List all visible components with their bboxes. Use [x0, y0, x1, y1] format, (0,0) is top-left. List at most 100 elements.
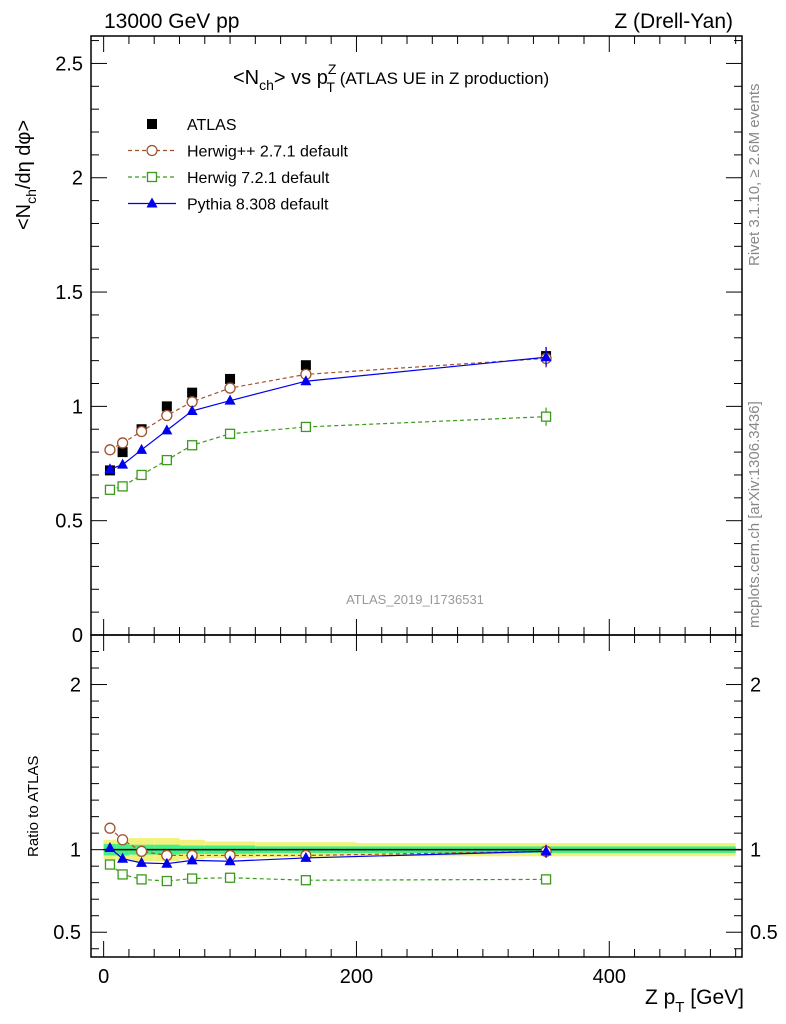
- data-point: [224, 428, 236, 439]
- ratio-data-point: [136, 856, 148, 867]
- data-point: [161, 401, 172, 412]
- data-point: [186, 404, 198, 415]
- series-herwig-2-7-1-default: [104, 349, 552, 456]
- rivet-label: Rivet 3.1.10, ≥ 2.6M events: [746, 83, 763, 267]
- data-point: [161, 409, 173, 422]
- legend-label: Pythia 8.308 default: [187, 197, 329, 214]
- ratio-y-tick-label: 1: [70, 840, 81, 862]
- data-point: [225, 373, 236, 384]
- data-point: [117, 447, 128, 458]
- header-right: Z (Drell-Yan): [614, 10, 733, 33]
- ratio-series-herwig-2-7-1-default: [104, 822, 552, 862]
- title-p-sup: Z: [328, 61, 337, 77]
- data-point: [135, 425, 148, 438]
- ratio-data-point: [300, 851, 312, 862]
- title-mid: > vs p: [274, 67, 328, 89]
- ylabel-b: /dη dφ>: [13, 120, 35, 189]
- legend-label: Herwig++ 2.7.1 default: [187, 144, 349, 161]
- ratio-data-point: [161, 857, 173, 868]
- y-tick-label: 0: [72, 625, 83, 647]
- data-point: [117, 481, 128, 492]
- chart-title: <Nch> vs pZ T (ATLAS UE in Z production): [233, 61, 549, 95]
- series-line: [109, 357, 547, 451]
- legend-marker: [146, 197, 158, 208]
- ratio-data-point: [540, 874, 552, 885]
- y-tick-label: 1: [72, 396, 83, 418]
- series-herwig-7-2-1-default: [104, 407, 552, 495]
- xlabel: Z pT [GeV]: [645, 986, 744, 1016]
- title-p-sub: T: [326, 79, 335, 95]
- ratio-data-point: [104, 822, 116, 834]
- legend-label: Herwig 7.2.1 default: [187, 170, 330, 187]
- ratio-data-point: [224, 855, 236, 866]
- header-left: 13000 GeV pp: [104, 10, 239, 33]
- ratio-y-tick-label: 2: [70, 675, 81, 697]
- analysis-id: ATLAS_2019_I1736531: [346, 592, 484, 607]
- y-tick-label: 2: [72, 168, 83, 190]
- ratio-y-tick-label-right: 1: [750, 840, 761, 862]
- ratio-y-tick-label: 0.5: [53, 922, 81, 944]
- data-point: [136, 443, 148, 454]
- ratio-data-point: [104, 842, 116, 853]
- ratio-plot-frame: [90, 634, 743, 958]
- ylabel-sub: ch: [23, 189, 39, 204]
- ratio-data-point: [117, 852, 129, 863]
- ratio-data-point: [104, 859, 116, 870]
- series-line: [109, 356, 547, 470]
- x-tick-label: 200: [340, 966, 373, 988]
- ratio-data-point: [224, 872, 236, 883]
- title-main-sub: ch: [259, 77, 274, 93]
- data-point: [300, 421, 312, 433]
- ratio-data-point: [161, 875, 172, 887]
- ratio-y-tick-label-right: 0.5: [750, 922, 778, 944]
- ratio-data-point: [300, 875, 312, 886]
- series-line: [109, 416, 547, 491]
- ylabel-a: <N: [13, 204, 35, 230]
- ratio-series-line: [109, 864, 547, 882]
- data-point: [224, 382, 236, 394]
- main-ylabel: <Nch/dη dφ>: [13, 120, 39, 230]
- data-point: [300, 375, 312, 386]
- title-rest: (ATLAS UE in Z production): [335, 69, 549, 88]
- legend: ATLAS Herwig++ 2.7.1 default Herwig 7.2.1 …: [128, 117, 349, 214]
- legend-marker: [146, 144, 158, 157]
- ratio-data-point: [136, 874, 147, 885]
- ratio-data-point: [186, 873, 198, 884]
- ratio-data-point: [186, 854, 198, 865]
- y-tick-label: 0.5: [55, 511, 83, 533]
- y-tick-label: 1.5: [55, 282, 83, 304]
- data-point: [187, 387, 198, 398]
- data-point: [186, 440, 198, 451]
- legend-marker: [147, 119, 157, 129]
- x-tick-label: 0: [98, 966, 109, 988]
- title-main: <N: [233, 67, 259, 89]
- series-pythia-8-308-default: [104, 348, 552, 474]
- data-point: [224, 394, 236, 405]
- xlabel-b: [GeV]: [684, 986, 744, 1009]
- ratio-series-pythia-8-308-default: [104, 842, 552, 868]
- data-point: [136, 469, 147, 481]
- data-point: [117, 458, 129, 469]
- ratio-data-point: [117, 869, 128, 880]
- ratio-data-point: [540, 845, 552, 856]
- data-point: [540, 351, 552, 362]
- legend-marker: [146, 171, 158, 183]
- ratio-ylabel: Ratio to ATLAS: [25, 756, 42, 857]
- data-point: [540, 411, 552, 422]
- data-point: [161, 454, 172, 466]
- xlabel-a: Z p: [645, 986, 675, 1009]
- ratio-data-point: [116, 834, 129, 846]
- y-tick-label: 2.5: [55, 53, 83, 75]
- x-tick-label: 400: [593, 966, 626, 988]
- source-label: mcplots.cern.ch [arXiv:1306.3436]: [746, 401, 763, 628]
- legend-label: ATLAS: [187, 117, 237, 134]
- ratio-series-line: [109, 827, 547, 857]
- data-point: [104, 484, 116, 495]
- data-point: [104, 463, 116, 474]
- ratio-series-herwig-7-2-1-default: [104, 859, 552, 887]
- data-point: [300, 360, 311, 371]
- ratio-data-point: [135, 845, 148, 857]
- data-point: [104, 444, 116, 456]
- xlabel-sub: T: [675, 999, 684, 1016]
